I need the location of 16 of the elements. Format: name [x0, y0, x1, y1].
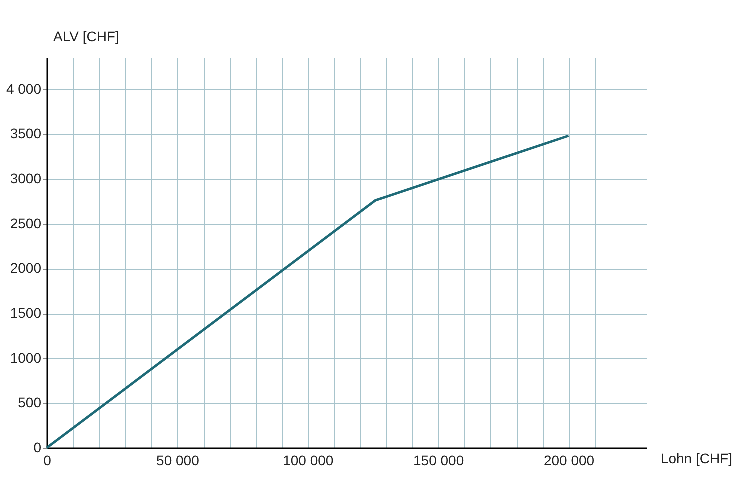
y-tick-label: 3000 — [10, 170, 42, 187]
y-tick-label: 2000 — [10, 260, 42, 276]
y-tick-label: 500 — [18, 394, 42, 411]
y-axis-title: ALV [CHF] — [54, 28, 120, 44]
y-tick-label: 0 — [34, 440, 42, 456]
x-tick-label: 100 000 — [283, 452, 334, 468]
x-tick-label: 150 000 — [414, 452, 464, 468]
x-tick-label: 0 — [44, 452, 52, 468]
y-tick-label: 1500 — [10, 305, 42, 322]
y-tick-label: 4 000 — [6, 80, 42, 97]
y-tick-label: 3500 — [10, 126, 42, 142]
x-axis-title: Lohn [CHF] — [660, 450, 732, 466]
x-tick-label: 200 000 — [544, 452, 595, 468]
x-tick-label: 50 000 — [156, 452, 200, 468]
y-tick-label: 2500 — [10, 215, 42, 232]
y-tick-label: 1000 — [10, 350, 42, 366]
